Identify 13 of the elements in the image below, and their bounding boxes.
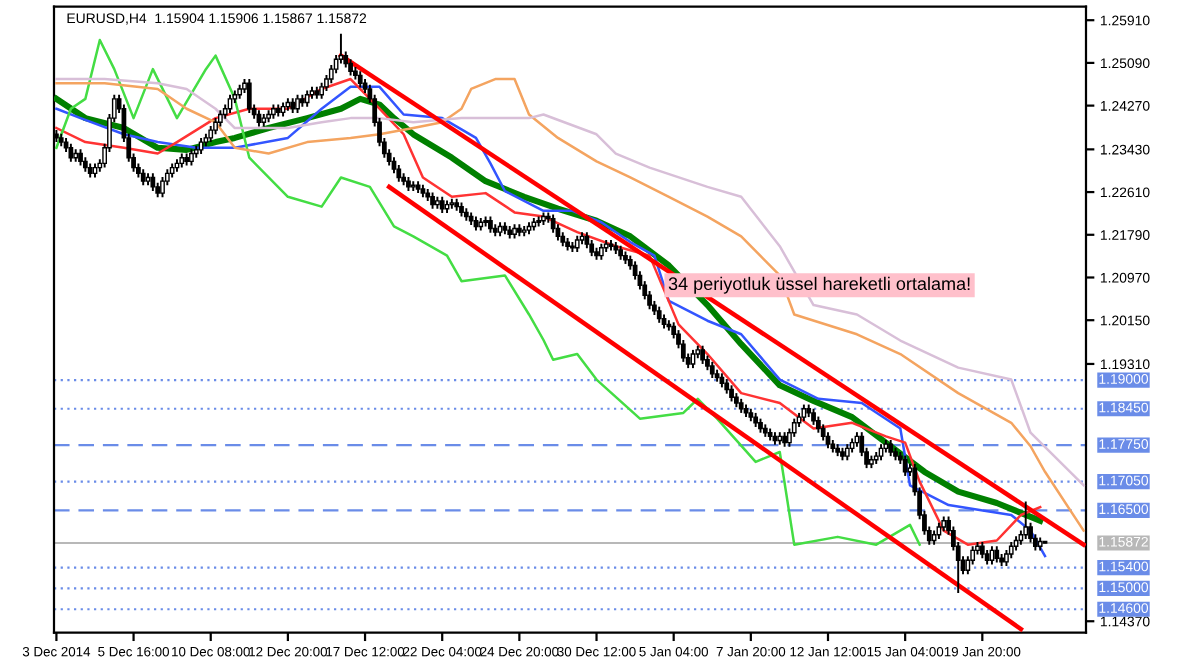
- candlestick: [68, 142, 74, 163]
- candlestick: [338, 32, 344, 65]
- annotation: 34 periyotluk üssel hareketli ortalama!: [668, 276, 970, 294]
- candlestick: [787, 427, 792, 448]
- candlestick: [550, 213, 556, 234]
- candlestick: [246, 78, 252, 114]
- candlestick: [902, 454, 908, 477]
- candlestick: [690, 348, 696, 370]
- candlestick: [160, 176, 165, 199]
- candlestick: [970, 545, 976, 566]
- candlestick: [1023, 500, 1029, 540]
- candlestick: [295, 93, 300, 114]
- candlestick: [700, 344, 705, 365]
